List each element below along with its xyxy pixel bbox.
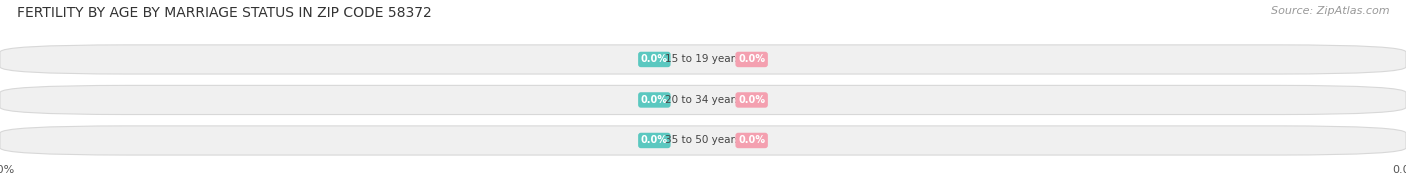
Text: 20 to 34 years: 20 to 34 years	[665, 95, 741, 105]
Text: 0.0%: 0.0%	[738, 135, 765, 145]
Text: 0.0%: 0.0%	[641, 95, 668, 105]
FancyBboxPatch shape	[0, 45, 1406, 74]
FancyBboxPatch shape	[0, 126, 1406, 155]
Text: FERTILITY BY AGE BY MARRIAGE STATUS IN ZIP CODE 58372: FERTILITY BY AGE BY MARRIAGE STATUS IN Z…	[17, 6, 432, 20]
Text: 0.0%: 0.0%	[738, 95, 765, 105]
FancyBboxPatch shape	[0, 85, 1406, 114]
Text: 35 to 50 years: 35 to 50 years	[665, 135, 741, 145]
Text: 0.0%: 0.0%	[641, 135, 668, 145]
Text: 0.0%: 0.0%	[738, 54, 765, 64]
Text: 15 to 19 years: 15 to 19 years	[665, 54, 741, 64]
Text: Source: ZipAtlas.com: Source: ZipAtlas.com	[1271, 6, 1389, 16]
Text: 0.0%: 0.0%	[641, 54, 668, 64]
